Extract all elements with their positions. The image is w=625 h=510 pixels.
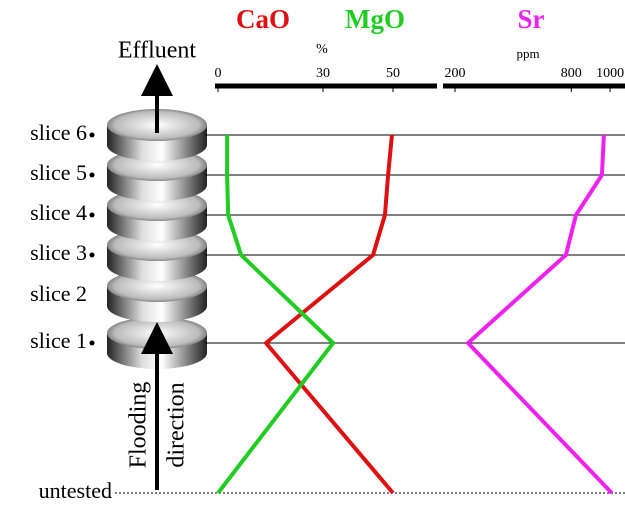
annotation: direction [164,382,190,467]
annotation: Effluent [118,38,197,64]
row-dot [90,253,95,258]
series-line [468,135,612,493]
row-dot [90,213,95,218]
series-line [266,135,393,493]
annotation: Flooding [126,382,152,469]
row-label: slice 2 [30,281,87,306]
row-dot [90,341,95,346]
row-dot [90,133,95,138]
legend-label: Sr [518,4,545,34]
chart: Effluent Flooding direction % ppm slice … [0,0,625,510]
row-label: slice 5 [30,160,87,185]
series-line [218,135,333,493]
x-tick-label: 50 [386,66,400,81]
legend-label: MgO [345,4,405,34]
row-label: slice 6 [30,120,87,145]
legend-label: CaO [236,4,290,34]
row-label: slice 1 [30,328,87,353]
row-label: untested [39,478,112,503]
x2-tick-label: 1000 [596,66,624,81]
row-dot [90,173,95,178]
row-label: slice 3 [30,240,87,265]
x-tick-label: 30 [316,66,330,81]
x2-tick-label: 200 [445,66,466,81]
x2-tick-label: 800 [561,66,582,81]
row-label: slice 4 [30,200,87,225]
axis-unit: ppm [516,46,539,61]
x-tick-label: 0 [215,66,222,81]
core-column [107,109,207,369]
axis-unit: % [316,42,328,57]
